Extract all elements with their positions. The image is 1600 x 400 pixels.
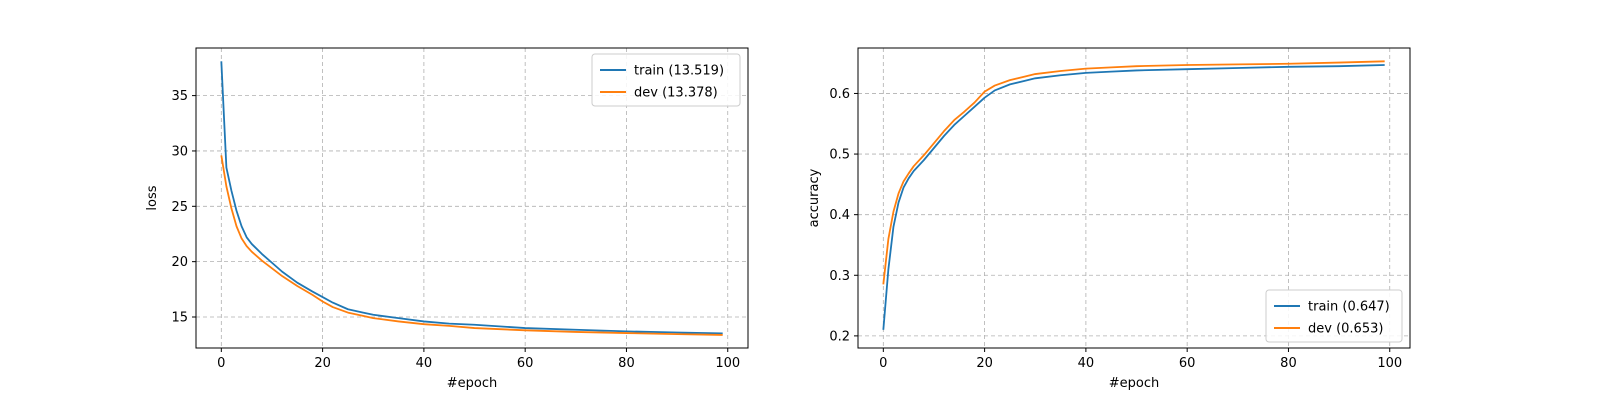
acc-yaxis-label: accuracy [807,168,822,227]
loss-legend-label-train: train (13.519) [634,64,724,79]
loss-chart: 0 20 40 60 80 100 15 20 25 30 35 #epoch loss train (1… [145,47,749,391]
acc-legend-label-train: train (0.647) [1308,300,1390,315]
loss-xtick-label-1: 20 [314,356,331,371]
acc-xtick-label-3: 60 [1179,356,1196,371]
loss-xaxis-label: #epoch [447,376,497,391]
acc-axes-frame [857,47,1411,349]
acc-legend: train (0.647) dev (0.653) [1265,289,1403,343]
acc-xtick-label-1: 20 [976,356,993,371]
loss-xtick-label-4: 80 [618,356,635,371]
acc-ytick-label-0: 0.2 [829,329,850,344]
loss-legend: train (13.519) dev (13.378) [591,53,741,107]
loss-legend-label-dev: dev (13.378) [634,86,718,101]
acc-xtick-label-2: 40 [1078,356,1095,371]
loss-xtick-label-2: 40 [416,356,433,371]
acc-ytick-label-3: 0.5 [829,148,850,163]
loss-series-dev-line [220,155,723,336]
loss-series-train-line [220,61,723,335]
loss-yaxis-label: loss [145,185,160,210]
acc-ytick-label-1: 0.3 [829,269,850,284]
loss-legend-frame [591,53,741,107]
loss-ytick-label-2: 25 [171,200,188,215]
accuracy-chart: 0 20 40 60 80 100 0.2 0.3 0.4 0.5 0.6 #epoch accurac… [807,47,1411,391]
loss-xtick-label-0: 0 [217,356,225,371]
loss-ytick-label-1: 20 [171,255,188,270]
loss-xtick-label-5: 100 [715,356,740,371]
acc-xtick-label-5: 100 [1377,356,1402,371]
loss-axes-frame [195,47,749,349]
loss-ytick-label-0: 15 [171,311,188,326]
acc-ytick-label-2: 0.4 [829,208,850,223]
acc-series-dev-line [882,60,1385,285]
acc-xtick-label-0: 0 [879,356,887,371]
loss-xtick-label-3: 60 [517,356,534,371]
acc-legend-label-dev: dev (0.653) [1308,322,1383,337]
acc-xtick-label-4: 80 [1280,356,1297,371]
acc-ytick-label-4: 0.6 [829,87,850,102]
acc-xaxis-label: #epoch [1109,376,1159,391]
acc-series-train-line [882,64,1385,330]
loss-ytick-label-4: 35 [171,89,188,104]
loss-ytick-label-3: 30 [171,144,188,159]
